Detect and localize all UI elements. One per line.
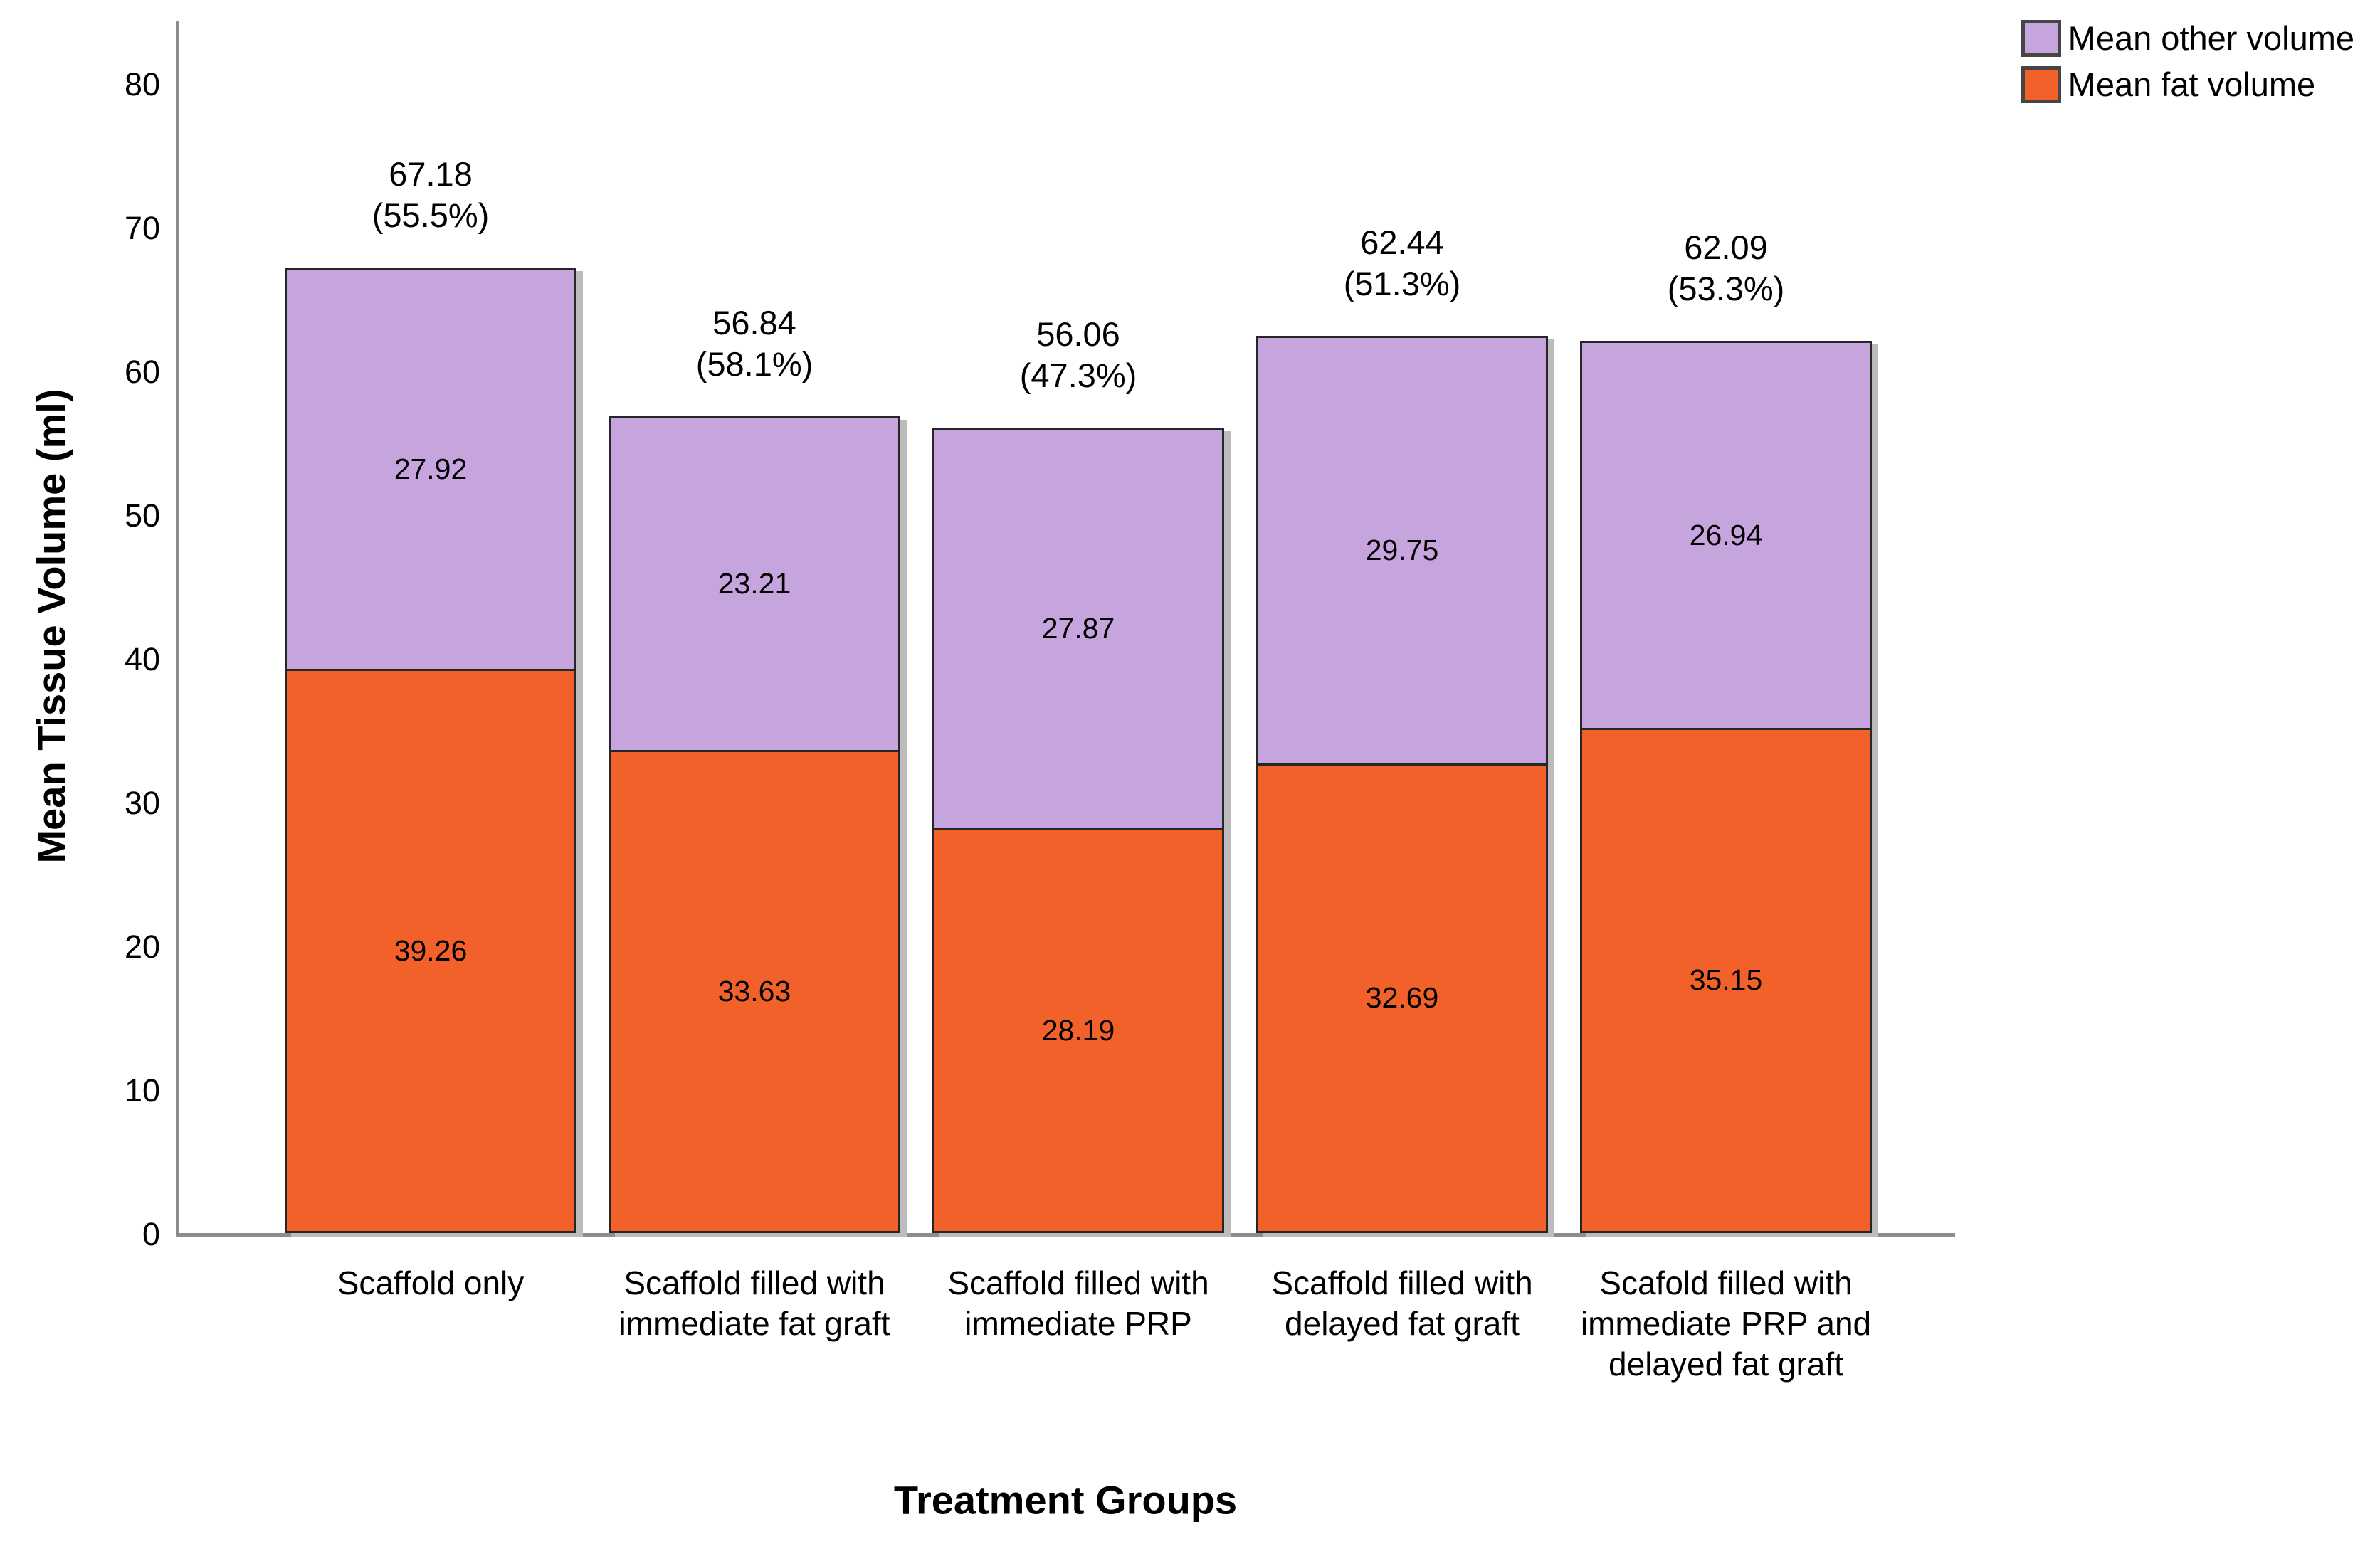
legend-label-other-volume: Mean other volume [2068, 19, 2354, 57]
y-tick-label: 0 [142, 1216, 160, 1252]
total-percent: (53.3%) [1667, 269, 1785, 307]
legend-swatch-fat-volume [2021, 65, 2061, 103]
bar-total-label: 62.09 (53.3%) [1541, 227, 1911, 310]
total-value: 67.18 [389, 154, 473, 193]
y-tick-label: 60 [124, 354, 160, 390]
segment-value-label: 39.26 [394, 934, 468, 967]
bar-total-label: 67.18 (55.5%) [246, 154, 616, 236]
segment-value-label: 26.94 [1689, 518, 1763, 551]
y-tick-label: 40 [124, 641, 160, 677]
legend-label-fat-volume: Mean fat volume [2068, 65, 2316, 103]
y-axis-line [176, 21, 179, 1235]
x-axis-title: Treatment Groups [893, 1477, 1238, 1523]
segment-value-label: 33.63 [717, 974, 791, 1008]
x-category-label: Scaffold only [337, 1264, 525, 1301]
bar-total-label: 62.44 (51.3%) [1217, 222, 1587, 305]
bar-segment-other-volume: 23.21 [609, 416, 900, 750]
y-tick-label: 50 [124, 497, 160, 534]
bar-total-label: 56.06 (47.3%) [893, 314, 1263, 396]
y-tick-label: 20 [124, 929, 160, 965]
segment-value-label: 32.69 [1365, 981, 1439, 1015]
y-tick-label: 80 [124, 66, 160, 102]
bar-segment-other-volume: 27.92 [285, 267, 576, 669]
y-tick-label: 70 [124, 210, 160, 246]
bar-segment-fat-volume: 35.15 [1580, 727, 1872, 1233]
bar-segment-other-volume: 29.75 [1256, 335, 1548, 763]
y-tick-label: 30 [124, 785, 160, 821]
total-percent: (55.5%) [372, 196, 490, 234]
total-value: 56.84 [712, 303, 796, 342]
segment-value-label: 27.92 [394, 452, 468, 485]
bar-segment-other-volume: 27.87 [932, 427, 1224, 828]
bar-segment-fat-volume: 28.19 [932, 828, 1224, 1233]
bar-segment-fat-volume: 33.63 [609, 749, 900, 1233]
total-percent: (47.3%) [1019, 356, 1137, 394]
segment-value-label: 23.21 [717, 567, 791, 601]
bar-segment-other-volume: 26.94 [1580, 340, 1872, 728]
legend: Mean other volume Mean fat volume [2021, 18, 2354, 104]
legend-item-other-volume: Mean other volume [2021, 18, 2354, 58]
bar-segment-fat-volume: 32.69 [1256, 763, 1548, 1233]
bar-segment-fat-volume: 39.26 [285, 668, 576, 1233]
x-category-label: Scaffold filled with immediate PRP [947, 1264, 1209, 1342]
x-axis-line [176, 1233, 1955, 1237]
total-percent: (58.1%) [695, 344, 813, 383]
x-category-label: Scaffold filled with immediate fat graft [618, 1264, 890, 1342]
x-category-label: Scaffold filled with delayed fat graft [1271, 1264, 1533, 1342]
segment-value-label: 27.87 [1041, 612, 1115, 645]
x-category-label: Scafold filled with immediate PRP and de… [1580, 1264, 1872, 1383]
total-value: 62.09 [1684, 228, 1768, 266]
segment-value-label: 29.75 [1365, 534, 1439, 567]
total-value: 62.44 [1360, 223, 1444, 261]
total-value: 56.06 [1036, 314, 1120, 353]
segment-value-label: 28.19 [1041, 1013, 1115, 1047]
bar-total-label: 56.84 (58.1%) [569, 302, 939, 385]
segment-value-label: 35.15 [1689, 963, 1763, 997]
total-percent: (51.3%) [1343, 264, 1461, 302]
legend-swatch-other-volume [2021, 19, 2061, 57]
legend-item-fat-volume: Mean fat volume [2021, 65, 2354, 104]
y-tick-label: 10 [124, 1072, 160, 1109]
